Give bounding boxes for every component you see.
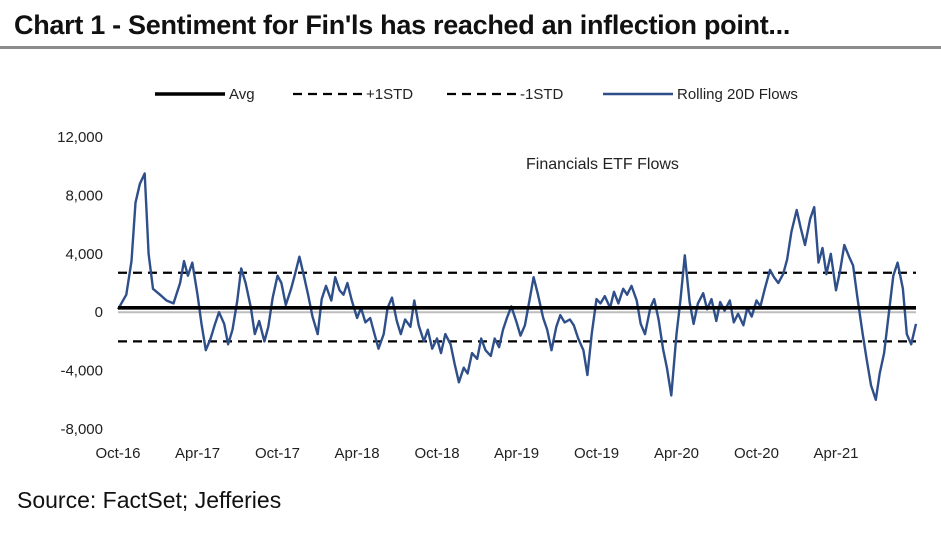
x-tick-label: Oct-20 [734, 445, 779, 462]
legend-label: Rolling 20D Flows [677, 86, 798, 103]
series-line-rolling-20d-flows [116, 172, 918, 401]
legend-label: Avg [229, 86, 255, 103]
source-note: Source: FactSet; Jefferies [17, 487, 282, 513]
y-tick-label: 0 [95, 304, 103, 321]
y-tick-label: 4,000 [65, 246, 103, 263]
chart-annotation: Financials ETF Flows [526, 156, 679, 173]
y-tick-label: 12,000 [57, 129, 103, 146]
x-tick-label: Apr-19 [494, 445, 539, 462]
chart-svg: Avg +1STD -1STD Rolling 20D Flows Financial… [57, 86, 918, 462]
legend: Avg +1STD -1STD Rolling 20D Flows [155, 86, 798, 103]
title-underline [0, 46, 941, 49]
legend-label: -1STD [520, 86, 564, 103]
y-tick-label: -8,000 [60, 421, 103, 438]
legend-label: +1STD [366, 86, 413, 103]
y-tick-label: 8,000 [65, 187, 103, 204]
x-tick-label: Apr-18 [335, 445, 380, 462]
y-axis-ticks: 12,000 8,000 4,000 0 -4,000 -8,000 [57, 129, 103, 438]
x-tick-label: Oct-18 [415, 445, 460, 462]
x-axis-ticks: Oct-16 Apr-17 Oct-17 Apr-18 Oct-18 Apr-19 Oct-… [95, 445, 858, 462]
x-tick-label: Oct-17 [255, 445, 300, 462]
x-tick-label: Apr-17 [175, 445, 220, 462]
x-tick-label: Apr-20 [654, 445, 699, 462]
x-tick-label: Apr-21 [814, 445, 859, 462]
x-tick-label: Oct-19 [574, 445, 619, 462]
series-group [116, 172, 918, 401]
x-tick-label: Oct-16 [95, 445, 140, 462]
y-tick-label: -4,000 [60, 363, 103, 380]
chart-title: Chart 1 - Sentiment for Fin'ls has reach… [14, 10, 791, 40]
